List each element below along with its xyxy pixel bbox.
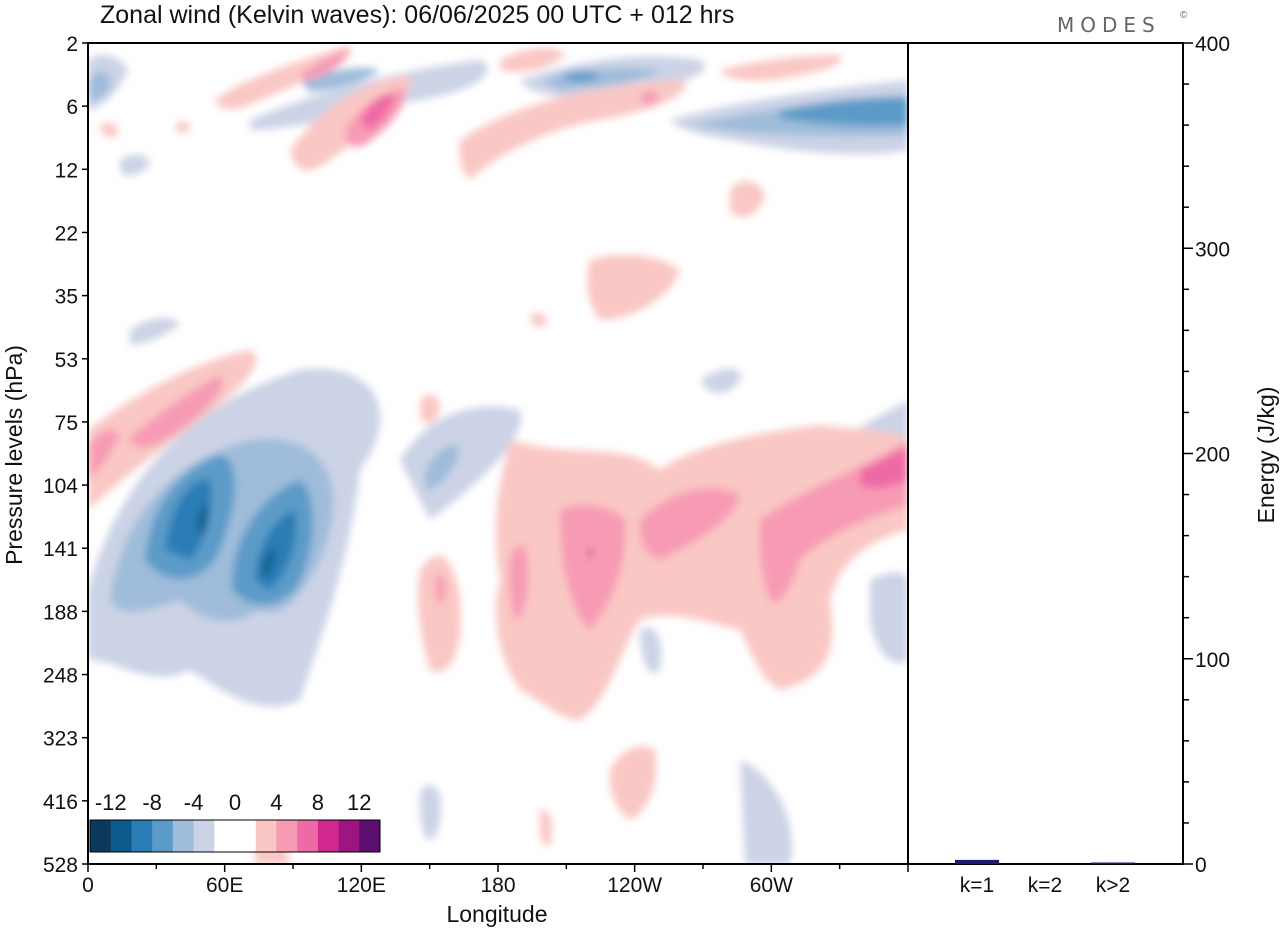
chart-title: Zonal wind (Kelvin waves): 06/06/2025 00… — [100, 1, 734, 29]
colorbar-swatch — [90, 820, 112, 852]
colorbar-swatch — [214, 820, 236, 852]
longitude-tick-label: 180 — [480, 874, 515, 897]
longitude-tick-label: 120E — [337, 874, 386, 897]
energy-frame — [907, 42, 1184, 865]
energy-axis — [1183, 42, 1193, 865]
energy-category-labels: k=1 k=2 k>2 — [960, 874, 1130, 897]
colorbar-labels: -12 -8 -4 0 4 8 12 — [95, 790, 372, 815]
energy-bar-k=1 — [955, 859, 999, 864]
colorbar-swatch — [110, 820, 132, 852]
pressure-tick-label: 141 — [43, 538, 78, 561]
brand-logo: MODES — [1057, 13, 1161, 37]
x-axis-label: Longitude — [446, 901, 547, 927]
energy-category-label: k=2 — [1028, 874, 1062, 897]
pressure-tick-label: 12 — [55, 159, 78, 182]
colorbar-swatch — [338, 820, 360, 852]
energy-tick-label: 0 — [1195, 854, 1207, 877]
energy-bar-k>2 — [1091, 862, 1135, 864]
contour-field — [88, 45, 908, 864]
pressure-tick-label: 416 — [43, 791, 78, 814]
pressure-tick-label: 323 — [43, 728, 78, 751]
colorbar-swatch — [193, 820, 215, 852]
colorbar-swatch — [131, 820, 153, 852]
pressure-tick-label: 53 — [55, 349, 78, 372]
longitude-tick-label: 120W — [607, 874, 662, 897]
energy-category-label: k>2 — [1096, 874, 1130, 897]
colorbar-frame — [89, 819, 381, 853]
longitude-tick-label: 60E — [206, 874, 243, 897]
energy-tick-label: 100 — [1195, 649, 1230, 672]
colorbar-swatch — [317, 820, 340, 852]
energy-bars — [955, 859, 1135, 864]
pressure-tick-label: 2 — [66, 33, 78, 56]
colorbar-swatch — [359, 820, 381, 852]
pressure-tick-label: 35 — [55, 286, 78, 309]
pressure-tick-label: 6 — [66, 96, 78, 119]
colorbar-label: 0 — [229, 790, 241, 815]
colorbar-swatch — [172, 820, 195, 852]
longitude-tick-label: 0 — [82, 874, 94, 897]
contour-pos-core — [588, 548, 593, 558]
brand-mark: © — [1180, 10, 1188, 21]
energy-tick-label: 400 — [1195, 33, 1230, 56]
y-axis-label: Pressure levels (hPa) — [1, 345, 27, 565]
colorbar-label: 12 — [347, 790, 371, 815]
energy-tick-label: 300 — [1195, 238, 1230, 261]
contour-neg-darkest — [198, 505, 275, 576]
pressure-tick-label: 75 — [55, 412, 78, 435]
pressure-tick-label: 22 — [55, 222, 78, 245]
longitude-ticks — [87, 864, 909, 872]
pressure-tick-labels: 2 6 12 22 35 53 75 104 141 188 248 323 416 528 — [43, 33, 78, 877]
energy-category-label: k=1 — [960, 874, 994, 897]
colorbar-swatch — [276, 820, 298, 852]
pressure-tick-label: 188 — [43, 601, 78, 624]
colorbar-swatch — [297, 820, 319, 852]
colorbar-swatch — [152, 820, 174, 852]
pressure-tick-label: 248 — [43, 665, 78, 688]
contour-pos-strong — [360, 94, 908, 489]
pressure-ticks — [82, 42, 88, 865]
longitude-tick-labels: 0 60E 120E 180 120W 60W — [82, 874, 793, 897]
colorbar-label: 4 — [270, 790, 282, 815]
energy-axis-label: Energy (J/kg) — [1253, 387, 1279, 524]
colorbar-label: -8 — [142, 790, 162, 815]
colorbar-label: -4 — [184, 790, 204, 815]
longitude-tick-label: 60W — [750, 874, 793, 897]
energy-tick-labels: 0 100 200 300 400 — [1195, 33, 1230, 877]
colorbar-label: -12 — [95, 790, 127, 815]
colorbar — [89, 819, 381, 853]
colorbar-swatch — [255, 820, 277, 852]
pressure-tick-label: 104 — [43, 475, 78, 498]
energy-tick-label: 200 — [1195, 444, 1230, 467]
colorbar-label: 8 — [312, 790, 324, 815]
pressure-tick-label: 528 — [43, 854, 78, 877]
colorbar-swatch — [235, 820, 257, 852]
